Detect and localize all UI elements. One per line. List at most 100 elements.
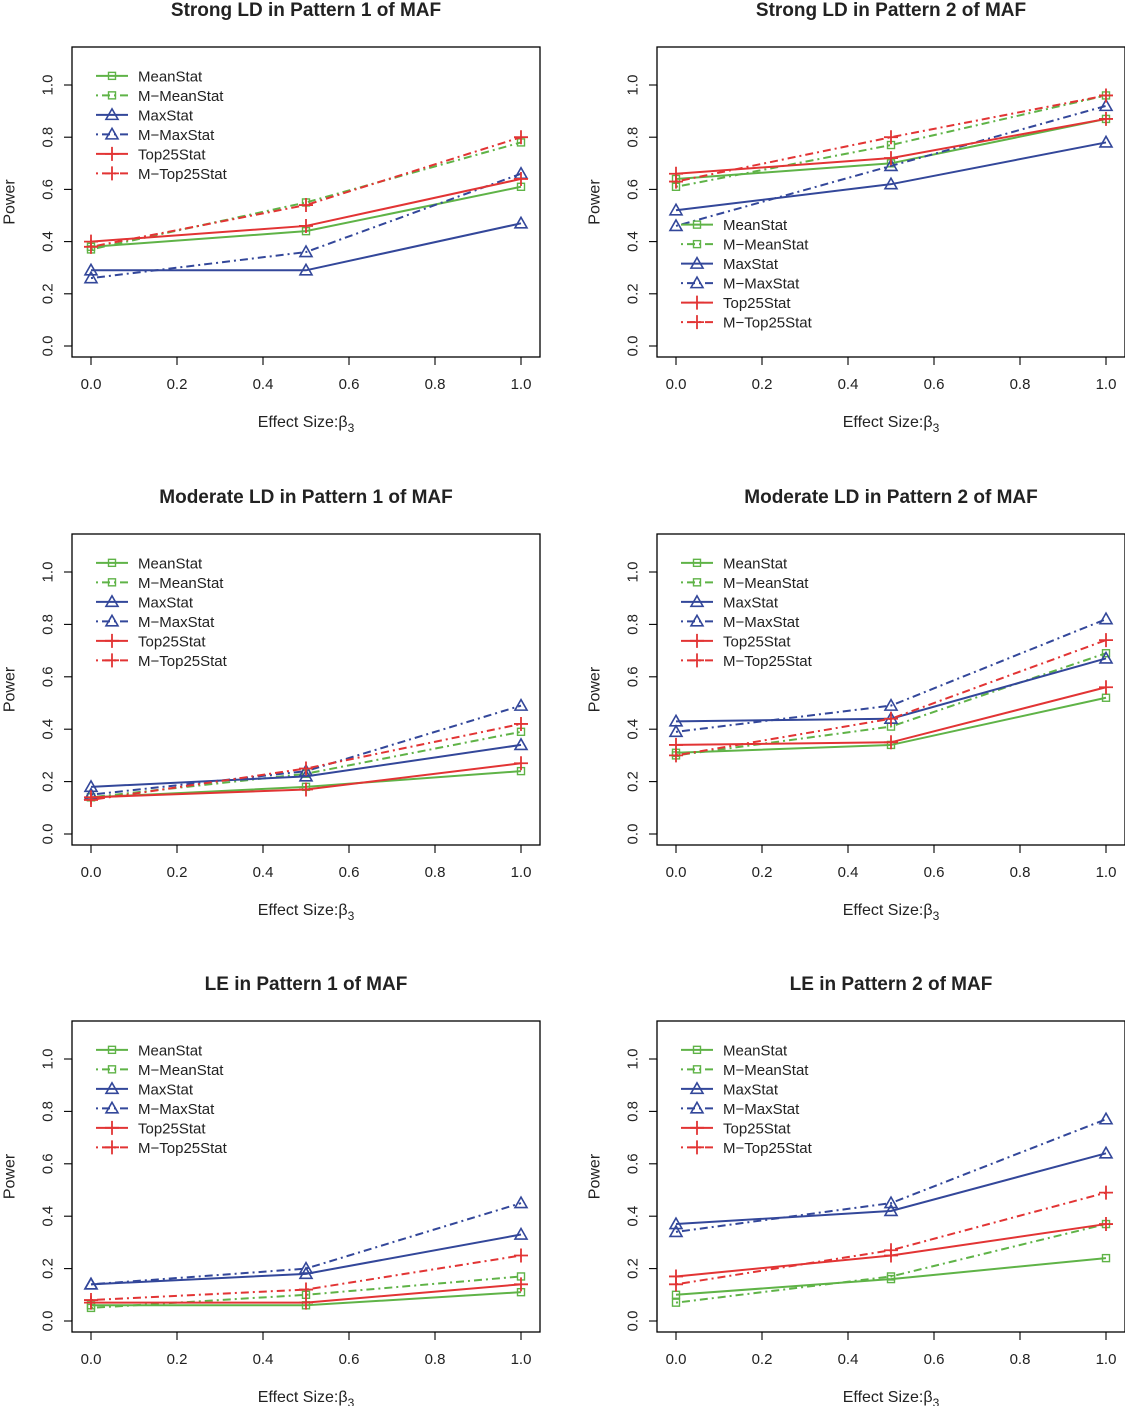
- x-tick-label: 0.6: [924, 1351, 945, 1368]
- series-5: [84, 171, 528, 249]
- legend-label: M−MaxStat: [723, 1101, 800, 1118]
- data-point: [668, 1224, 684, 1238]
- data-point: [514, 756, 528, 771]
- y-axis-label: Power: [587, 1153, 604, 1199]
- x-axis-label-text: Effect Size:: [843, 1389, 924, 1406]
- y-tick-label: 1.0: [40, 562, 57, 583]
- x-tick-label: 0.4: [253, 1351, 274, 1368]
- data-point: [884, 711, 898, 726]
- panel-title: LE in Pattern 2 of MAF: [790, 974, 993, 995]
- legend-label: M−Top25Stat: [138, 1140, 228, 1157]
- panel-2: Strong LD in Pattern 2 of MAF 0.0 0.2 0.4 0.…: [587, 0, 1125, 435]
- x-axis-label: Effect Size:β3: [843, 414, 940, 435]
- data-point: [83, 262, 99, 276]
- y-tick-label: 1.0: [625, 75, 642, 96]
- data-point: [669, 1277, 683, 1292]
- x-axis-label: Effect Size:β3: [843, 1389, 940, 1406]
- legend-label: MeanStat: [138, 1042, 203, 1059]
- x-tick-label: 0.2: [167, 376, 188, 393]
- x-axis-label-subscript: 3: [348, 1396, 355, 1406]
- legend-label: MaxStat: [723, 256, 779, 273]
- legend-marker: [689, 613, 705, 627]
- data-point: [1098, 134, 1114, 148]
- data-point: [514, 1277, 528, 1292]
- x-tick-label: 0.6: [924, 864, 945, 881]
- panel-title: Strong LD in Pattern 1 of MAF: [171, 0, 441, 21]
- series-line: [675, 639, 1107, 757]
- x-tick-label: 0.4: [838, 376, 859, 393]
- legend-label: MaxStat: [723, 1081, 779, 1098]
- legend-marker: [689, 1100, 705, 1114]
- data-point: [514, 171, 528, 186]
- legend: MeanStat M−MeanStat MaxStat M−MaxStat Top25S…: [96, 68, 228, 183]
- series-4: [83, 1195, 529, 1290]
- legend-marker: [690, 633, 704, 648]
- x-axis-label: Effect Size:β3: [258, 1389, 355, 1406]
- y-tick-label: 0.6: [625, 666, 642, 687]
- y-tick-label: 0.2: [40, 1258, 57, 1279]
- data-point: [83, 1276, 99, 1290]
- series-4: [668, 98, 1114, 232]
- data-point: [299, 1295, 313, 1310]
- legend-marker: [104, 594, 120, 608]
- y-tick-label: 0.2: [625, 283, 642, 304]
- panel-title: Moderate LD in Pattern 2 of MAF: [744, 487, 1037, 508]
- legend-label: Top25Stat: [138, 633, 206, 650]
- y-tick-label: 0.8: [625, 1101, 642, 1122]
- panel-6: LE in Pattern 2 of MAF 0.0 0.2 0.4 0.6 0.8 1.0…: [587, 974, 1125, 1406]
- x-axis-label-symbol: β: [923, 414, 932, 431]
- panel-4: Moderate LD in Pattern 2 of MAF 0.0 0.2 0.4…: [587, 487, 1125, 923]
- y-axis-label: Power: [587, 666, 604, 712]
- x-tick-label: 1.0: [511, 376, 532, 393]
- data-point: [514, 1248, 528, 1263]
- y-tick-label: 1.0: [40, 1049, 57, 1070]
- y-tick-label: 0.0: [40, 1311, 57, 1332]
- legend-label: M−MeanStat: [138, 88, 224, 105]
- legend-marker: [105, 653, 119, 668]
- legend-label: Top25Stat: [723, 633, 791, 650]
- x-axis-label-symbol: β: [338, 902, 347, 919]
- legend-marker: [690, 653, 704, 668]
- series-6: [669, 1185, 1113, 1292]
- legend-label: MaxStat: [138, 1081, 194, 1098]
- x-tick-label: 0.0: [666, 376, 687, 393]
- legend-marker: [107, 1045, 117, 1055]
- data-point: [298, 1260, 314, 1274]
- legend-label: M−Top25Stat: [723, 653, 813, 670]
- data-point: [883, 698, 899, 711]
- data-point: [1099, 633, 1113, 648]
- data-point: [1098, 611, 1114, 625]
- x-tick-label: 1.0: [1096, 376, 1117, 393]
- series-line: [675, 1223, 1107, 1304]
- x-axis-label-symbol: β: [923, 902, 932, 919]
- legend-label: MaxStat: [138, 107, 194, 124]
- x-axis-label-text: Effect Size:: [843, 414, 924, 431]
- x-tick-label: 0.8: [425, 864, 446, 881]
- data-point: [883, 1203, 899, 1217]
- series-4: [668, 611, 1114, 738]
- y-tick-label: 0.6: [625, 179, 642, 200]
- legend-marker: [104, 126, 120, 140]
- legend-label: MeanStat: [138, 68, 203, 85]
- legend-marker: [105, 166, 119, 181]
- legend-label: M−MeanStat: [138, 575, 224, 592]
- legend-marker: [692, 1045, 702, 1055]
- y-tick-label: 0.0: [40, 824, 57, 845]
- y-tick-label: 0.4: [40, 719, 57, 740]
- x-tick-label: 0.2: [167, 864, 188, 881]
- legend-marker: [689, 275, 705, 289]
- series-6: [669, 633, 1113, 763]
- x-tick-label: 0.0: [81, 376, 102, 393]
- x-tick-label: 0.2: [167, 1351, 188, 1368]
- x-tick-label: 0.8: [1010, 864, 1031, 881]
- data-point: [513, 1226, 529, 1240]
- x-tick-label: 0.2: [752, 864, 773, 881]
- x-tick-label: 1.0: [511, 864, 532, 881]
- legend-label: Top25Stat: [723, 295, 791, 312]
- y-tick-label: 1.0: [625, 1049, 642, 1070]
- legend-label: M−MeanStat: [723, 575, 809, 592]
- series-line: [675, 104, 1107, 227]
- x-tick-label: 0.8: [1010, 376, 1031, 393]
- y-tick-label: 0.0: [40, 336, 57, 357]
- legend-label: M−Top25Stat: [138, 166, 228, 183]
